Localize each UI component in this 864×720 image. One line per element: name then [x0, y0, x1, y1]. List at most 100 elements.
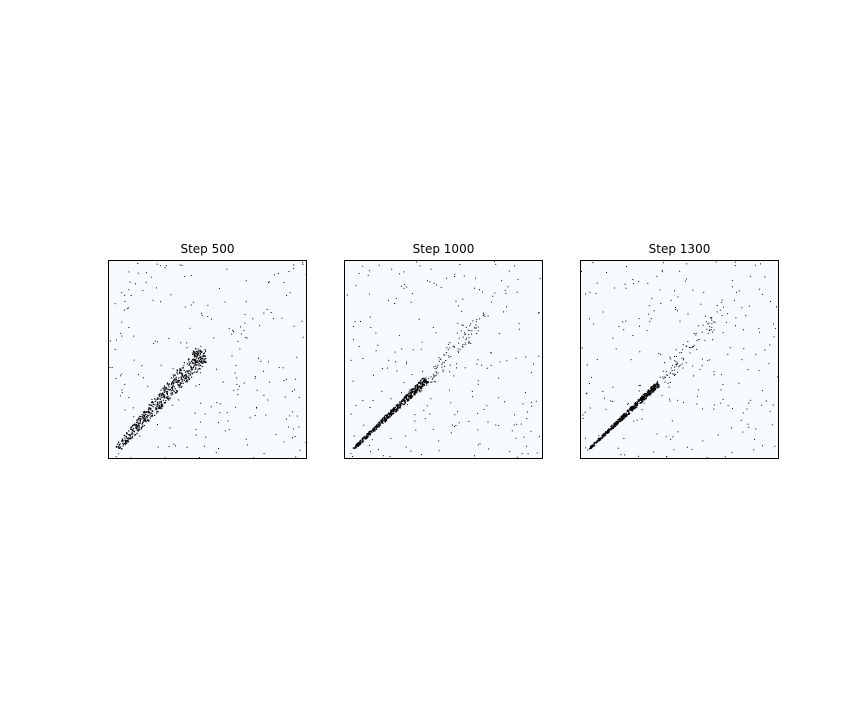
data-point	[162, 392, 164, 394]
data-point	[368, 432, 370, 434]
data-point	[194, 363, 196, 365]
data-point	[160, 397, 162, 399]
data-point	[150, 404, 152, 406]
data-point	[505, 292, 507, 294]
data-point	[386, 415, 388, 417]
data-point	[618, 418, 620, 420]
data-point	[602, 437, 604, 439]
data-point	[601, 435, 603, 437]
data-point	[136, 421, 138, 424]
data-point	[235, 406, 237, 408]
data-point	[145, 413, 147, 415]
data-point	[414, 414, 416, 416]
data-point	[453, 346, 455, 348]
data-point	[132, 433, 134, 435]
data-point	[656, 381, 658, 383]
data-point	[202, 353, 204, 355]
data-point	[623, 413, 625, 415]
data-point	[406, 363, 407, 365]
data-point	[422, 385, 424, 387]
data-point	[183, 365, 185, 367]
data-point	[157, 402, 159, 404]
data-point	[418, 389, 420, 391]
data-point	[644, 393, 646, 395]
data-point	[142, 422, 144, 424]
data-point	[292, 411, 294, 413]
data-point	[399, 407, 401, 409]
data-point	[172, 393, 174, 395]
data-point	[204, 358, 206, 360]
data-point	[420, 387, 422, 390]
data-point	[164, 397, 166, 399]
data-point	[114, 349, 116, 350]
data-point	[605, 431, 607, 433]
data-point	[172, 381, 174, 383]
data-point	[616, 422, 618, 425]
data-point	[679, 320, 681, 322]
data-point	[405, 446, 407, 448]
data-point	[612, 401, 614, 402]
data-point	[139, 435, 141, 437]
data-point	[507, 286, 509, 288]
data-point	[181, 379, 184, 381]
data-point	[388, 416, 390, 418]
data-point	[353, 325, 354, 327]
data-point	[172, 389, 174, 391]
data-point	[417, 384, 419, 386]
data-point	[405, 396, 408, 398]
data-point	[227, 420, 229, 422]
data-point	[196, 355, 198, 357]
data-point	[669, 376, 670, 378]
data-point	[175, 376, 177, 378]
data-point	[243, 329, 245, 331]
data-point	[638, 390, 640, 392]
data-point	[132, 424, 134, 427]
data-point	[197, 350, 199, 352]
data-point	[617, 422, 619, 424]
data-point	[603, 434, 605, 436]
data-point	[187, 379, 189, 381]
data-point	[674, 375, 675, 376]
data-point	[397, 404, 399, 406]
data-point	[185, 376, 188, 378]
data-point	[633, 283, 634, 285]
data-point	[443, 354, 445, 356]
data-point	[179, 385, 181, 387]
data-point	[667, 382, 669, 384]
data-point	[192, 358, 194, 360]
data-point	[647, 389, 649, 391]
data-point	[596, 359, 598, 361]
data-point	[199, 372, 201, 374]
data-point	[160, 400, 162, 402]
data-point	[196, 370, 198, 372]
data-point	[590, 445, 592, 447]
data-point	[192, 352, 194, 354]
data-point	[115, 378, 117, 379]
data-point	[420, 386, 422, 388]
data-point	[615, 420, 617, 422]
data-point	[205, 351, 207, 353]
data-point	[172, 374, 174, 376]
data-point	[638, 455, 640, 457]
data-point	[412, 349, 414, 351]
data-point	[626, 415, 628, 417]
data-point	[130, 438, 132, 440]
data-point	[498, 397, 500, 399]
data-point	[404, 395, 406, 397]
data-point	[475, 327, 477, 329]
data-point	[171, 387, 173, 389]
data-point	[450, 432, 452, 434]
data-point	[163, 385, 165, 387]
data-point	[122, 443, 124, 445]
data-point	[142, 289, 144, 291]
data-point	[166, 391, 168, 393]
data-point	[144, 419, 146, 421]
data-point	[352, 380, 354, 382]
data-point	[439, 358, 441, 360]
data-point	[457, 322, 459, 324]
data-point	[139, 415, 141, 417]
data-point	[617, 447, 619, 449]
data-point	[121, 335, 123, 337]
data-point	[150, 415, 152, 417]
data-point	[692, 346, 694, 347]
